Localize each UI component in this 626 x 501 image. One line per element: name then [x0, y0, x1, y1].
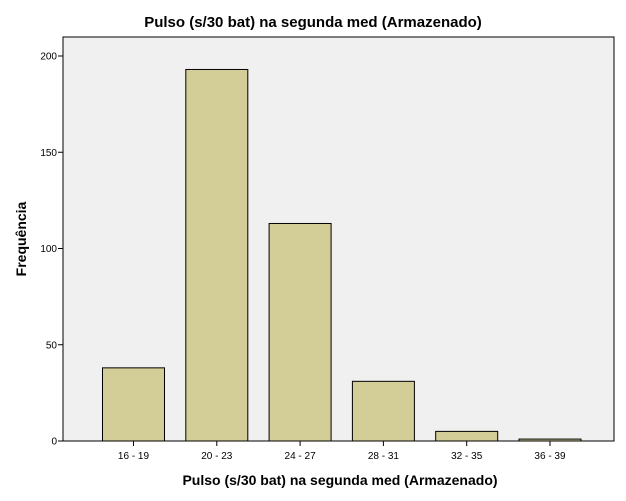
- chart-title: Pulso (s/30 bat) na segunda med (Armazen…: [144, 14, 482, 31]
- x-axis: 16 - 19 20 - 23 24 - 27 28 - 31 32 - 35 36 - …: [118, 441, 566, 462]
- y-tick-label: 0: [51, 437, 57, 448]
- x-tick-label: 32 - 35: [451, 451, 483, 462]
- y-tick-label: 200: [40, 52, 57, 63]
- bar-32-35: [435, 430, 499, 442]
- y-axis-label: Frequência: [13, 201, 29, 276]
- bar-16-19: [102, 367, 165, 442]
- x-tick-label: 28 - 31: [368, 451, 400, 462]
- y-tick-label: 100: [40, 244, 57, 255]
- bar-36-39: [518, 438, 582, 442]
- x-tick-label: 36 - 39: [534, 451, 566, 462]
- x-axis-label: Pulso (s/30 bat) na segunda med (Armazen…: [182, 472, 497, 488]
- y-tick-label: 150: [40, 148, 57, 159]
- x-tick-label: 16 - 19: [118, 451, 150, 462]
- bar-24-27: [268, 222, 332, 442]
- y-tick-label: 50: [46, 340, 58, 351]
- x-tick-label: 20 - 23: [201, 451, 233, 462]
- bar-20-23: [185, 68, 249, 442]
- bar-series: [102, 68, 582, 442]
- bar-28-31: [351, 380, 415, 442]
- y-axis: 0 50 100 150 200: [40, 52, 63, 448]
- x-tick-label: 24 - 27: [285, 451, 317, 462]
